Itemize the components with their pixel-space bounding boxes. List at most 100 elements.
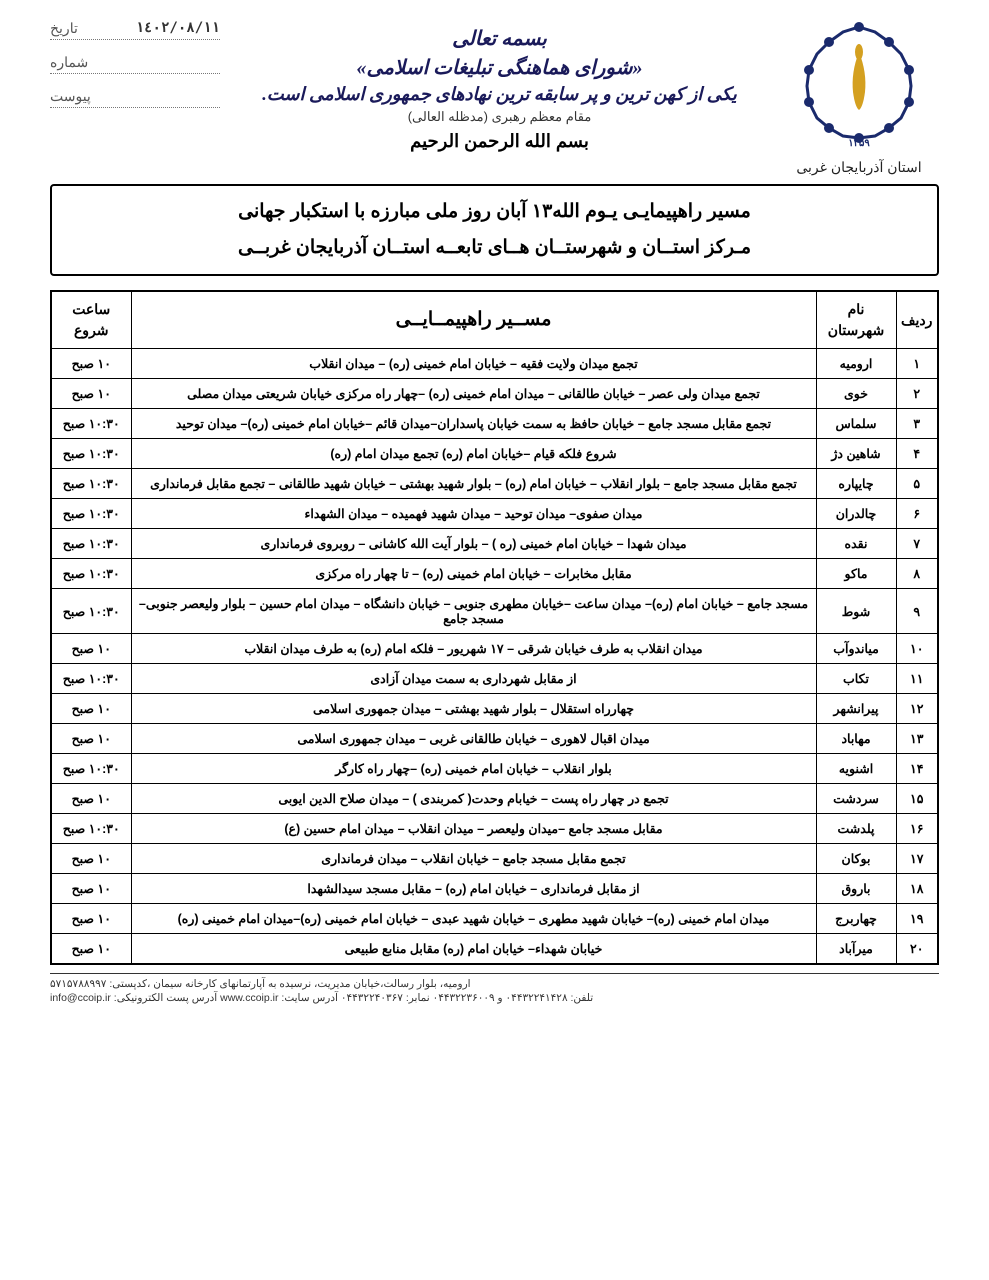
cell-row-number: ۳ — [896, 409, 938, 439]
organization-logo: ۱۳۵۹ — [794, 20, 924, 150]
cell-route: میدان اقبال لاهوری – خیابان طالقانی غربی… — [131, 724, 816, 754]
cell-row-number: ۱۹ — [896, 904, 938, 934]
svg-text:۱۳۵۹: ۱۳۵۹ — [848, 138, 870, 149]
cell-row-number: ۸ — [896, 559, 938, 589]
cell-row-number: ۱۲ — [896, 694, 938, 724]
cell-time: ۱۰ صبح — [51, 934, 131, 965]
cell-time: ۱۰:۳۰ صبح — [51, 469, 131, 499]
cell-route: تجمع میدان ولی عصر – خیابان طالقانی – می… — [131, 379, 816, 409]
letterhead-header: ۱۳۵۹ استان آذربایجان غربی بسمه تعالی «شو… — [50, 20, 939, 176]
cell-time: ۱۰:۳۰ صبح — [51, 499, 131, 529]
table-row: ۶چالدرانمیدان صفوی– میدان توحید – میدان … — [51, 499, 938, 529]
header-script-3: یکی از کهن ترین و پر سابقه ترین نهادهای … — [220, 84, 779, 105]
logo-column: ۱۳۵۹ استان آذربایجان غربی — [779, 20, 939, 176]
cell-row-number: ۶ — [896, 499, 938, 529]
cell-route: تجمع مقابل مسجد جامع – بلوار انقلاب – خی… — [131, 469, 816, 499]
cell-city: چهاربرج — [816, 904, 896, 934]
cell-row-number: ۷ — [896, 529, 938, 559]
cell-route: تجمع مقابل مسجد جامع – خیابان حافظ به سم… — [131, 409, 816, 439]
cell-time: ۱۰:۳۰ صبح — [51, 439, 131, 469]
table-row: ۳سلماستجمع مقابل مسجد جامع – خیابان حافظ… — [51, 409, 938, 439]
cell-city: شاهین دژ — [816, 439, 896, 469]
table-row: ۲خویتجمع میدان ولی عصر – خیابان طالقانی … — [51, 379, 938, 409]
table-row: ۹شوطمسجد جامع – خیابان امام (ره)– میدان … — [51, 589, 938, 634]
header-route: مســیر راهپیمــایــی — [131, 291, 816, 349]
footer-contact: تلفن: ۰۴۴۳۲۲۴۱۴۲۸ و ۰۴۴۳۲۲۳۶۰۰۹ نمابر: ۰… — [50, 992, 939, 1004]
cell-route: تجمع در چهار راه پست – خیابام وحدت( کمرب… — [131, 784, 816, 814]
table-row: ۱۱تکاباز مقابل شهرداری به سمت میدان آزاد… — [51, 664, 938, 694]
date-label: تاریخ — [50, 20, 78, 37]
cell-city: اشنویه — [816, 754, 896, 784]
date-value: ١٤٠٢/٠٨/١١ — [136, 20, 220, 37]
cell-row-number: ۹ — [896, 589, 938, 634]
footer-address: ارومیه، بلوار رسالت،خیابان مدیریت، نرسید… — [50, 978, 939, 990]
cell-city: ارومیه — [816, 349, 896, 379]
cell-city: سردشت — [816, 784, 896, 814]
cell-time: ۱۰:۳۰ صبح — [51, 814, 131, 844]
table-row: ۱۴اشنویهبلوار انقلاب – خیابان امام خمینی… — [51, 754, 938, 784]
table-row: ۱۳مهابادمیدان اقبال لاهوری – خیابان طالق… — [51, 724, 938, 754]
cell-city: میرآباد — [816, 934, 896, 965]
cell-city: مهاباد — [816, 724, 896, 754]
table-row: ۱۸باروقاز مقابل فرمانداری – خیابان امام … — [51, 874, 938, 904]
table-header-row: ردیف نام شهرستان مســیر راهپیمــایــی سا… — [51, 291, 938, 349]
cell-route: تجمع میدان ولایت فقیه – خیابان امام خمین… — [131, 349, 816, 379]
table-row: ۵چایپارهتجمع مقابل مسجد جامع – بلوار انق… — [51, 469, 938, 499]
cell-time: ۱۰ صبح — [51, 844, 131, 874]
cell-city: بوکان — [816, 844, 896, 874]
bismillah: بسم الله الرحمن الرحیم — [220, 131, 779, 152]
cell-route: مقابل مسجد جامع –میدان ولیعصر – میدان ان… — [131, 814, 816, 844]
table-row: ۴شاهین دژشروع فلکه قیام –خیابان امام (ره… — [51, 439, 938, 469]
table-row: ۲۰میرآبادخیابان شهداء– خیابان امام (ره) … — [51, 934, 938, 965]
footer: ارومیه، بلوار رسالت،خیابان مدیریت، نرسید… — [50, 973, 939, 1004]
table-row: ۱۰میاندوآبمیدان انقلاب به طرف خیابان شرق… — [51, 634, 938, 664]
cell-route: بلوار انقلاب – خیابان امام خمینی (ره) –چ… — [131, 754, 816, 784]
cell-route: میدان امام خمینی (ره)– خیابان شهید مطهری… — [131, 904, 816, 934]
cell-row-number: ۱۰ — [896, 634, 938, 664]
cell-time: ۱۰:۳۰ صبح — [51, 754, 131, 784]
cell-row-number: ۴ — [896, 439, 938, 469]
cell-row-number: ۱۷ — [896, 844, 938, 874]
cell-row-number: ۱۳ — [896, 724, 938, 754]
cell-city: چایپاره — [816, 469, 896, 499]
cell-route: تجمع مقابل مسجد جامع – خیابان انقلاب – م… — [131, 844, 816, 874]
cell-time: ۱۰ صبح — [51, 904, 131, 934]
table-row: ۱ارومیهتجمع میدان ولایت فقیه – خیابان ام… — [51, 349, 938, 379]
header-center: بسمه تعالی «شورای هماهنگی تبلیغات اسلامی… — [220, 20, 779, 152]
title-line-1: مسیر راهپیمایـی یـوم الله۱۳ آبان روز ملی… — [62, 194, 927, 230]
cell-city: شوط — [816, 589, 896, 634]
cell-city: سلماس — [816, 409, 896, 439]
cell-time: ۱۰:۳۰ صبح — [51, 529, 131, 559]
cell-city: ماکو — [816, 559, 896, 589]
table-row: ۱۲پیرانشهرچهارراه استقلال – بلوار شهید ب… — [51, 694, 938, 724]
table-row: ۱۹چهاربرجمیدان امام خمینی (ره)– خیابان ش… — [51, 904, 938, 934]
cell-row-number: ۱ — [896, 349, 938, 379]
cell-time: ۱۰ صبح — [51, 379, 131, 409]
table-body: ۱ارومیهتجمع میدان ولایت فقیه – خیابان ام… — [51, 349, 938, 965]
cell-row-number: ۱۵ — [896, 784, 938, 814]
cell-time: ۱۰:۳۰ صبح — [51, 589, 131, 634]
date-column: ١٤٠٢/٠٨/١١ تاریخ شماره پیوست — [50, 20, 220, 122]
header-city: نام شهرستان — [816, 291, 896, 349]
cell-row-number: ۲۰ — [896, 934, 938, 965]
cell-row-number: ۲ — [896, 379, 938, 409]
cell-time: ۱۰:۳۰ صبح — [51, 664, 131, 694]
leader-attribution: مقام معظم رهبری (مدظله العالی) — [220, 109, 779, 125]
cell-time: ۱۰ صبح — [51, 634, 131, 664]
cell-route: مقابل مخابرات – خیابان امام خمینی (ره) –… — [131, 559, 816, 589]
title-line-2: مـرکز استــان و شهرستــان هــای تابعــه … — [62, 230, 927, 266]
cell-city: باروق — [816, 874, 896, 904]
header-time: ساعت شروع — [51, 291, 131, 349]
cell-route: چهارراه استقلال – بلوار شهید بهشتی – مید… — [131, 694, 816, 724]
cell-city: خوی — [816, 379, 896, 409]
province-name: استان آذربایجان غربی — [779, 159, 939, 176]
cell-route: از مقابل شهرداری به سمت میدان آزادی — [131, 664, 816, 694]
cell-time: ۱۰ صبح — [51, 874, 131, 904]
attach-label: پیوست — [50, 88, 91, 105]
table-row: ۸ماکومقابل مخابرات – خیابان امام خمینی (… — [51, 559, 938, 589]
cell-route: میدان انقلاب به طرف خیابان شرقی – ۱۷ شهر… — [131, 634, 816, 664]
cell-route: میدان صفوی– میدان توحید – میدان شهید فهم… — [131, 499, 816, 529]
cell-row-number: ۵ — [896, 469, 938, 499]
cell-time: ۱۰:۳۰ صبح — [51, 409, 131, 439]
table-row: ۱۷بوکانتجمع مقابل مسجد جامع – خیابان انق… — [51, 844, 938, 874]
